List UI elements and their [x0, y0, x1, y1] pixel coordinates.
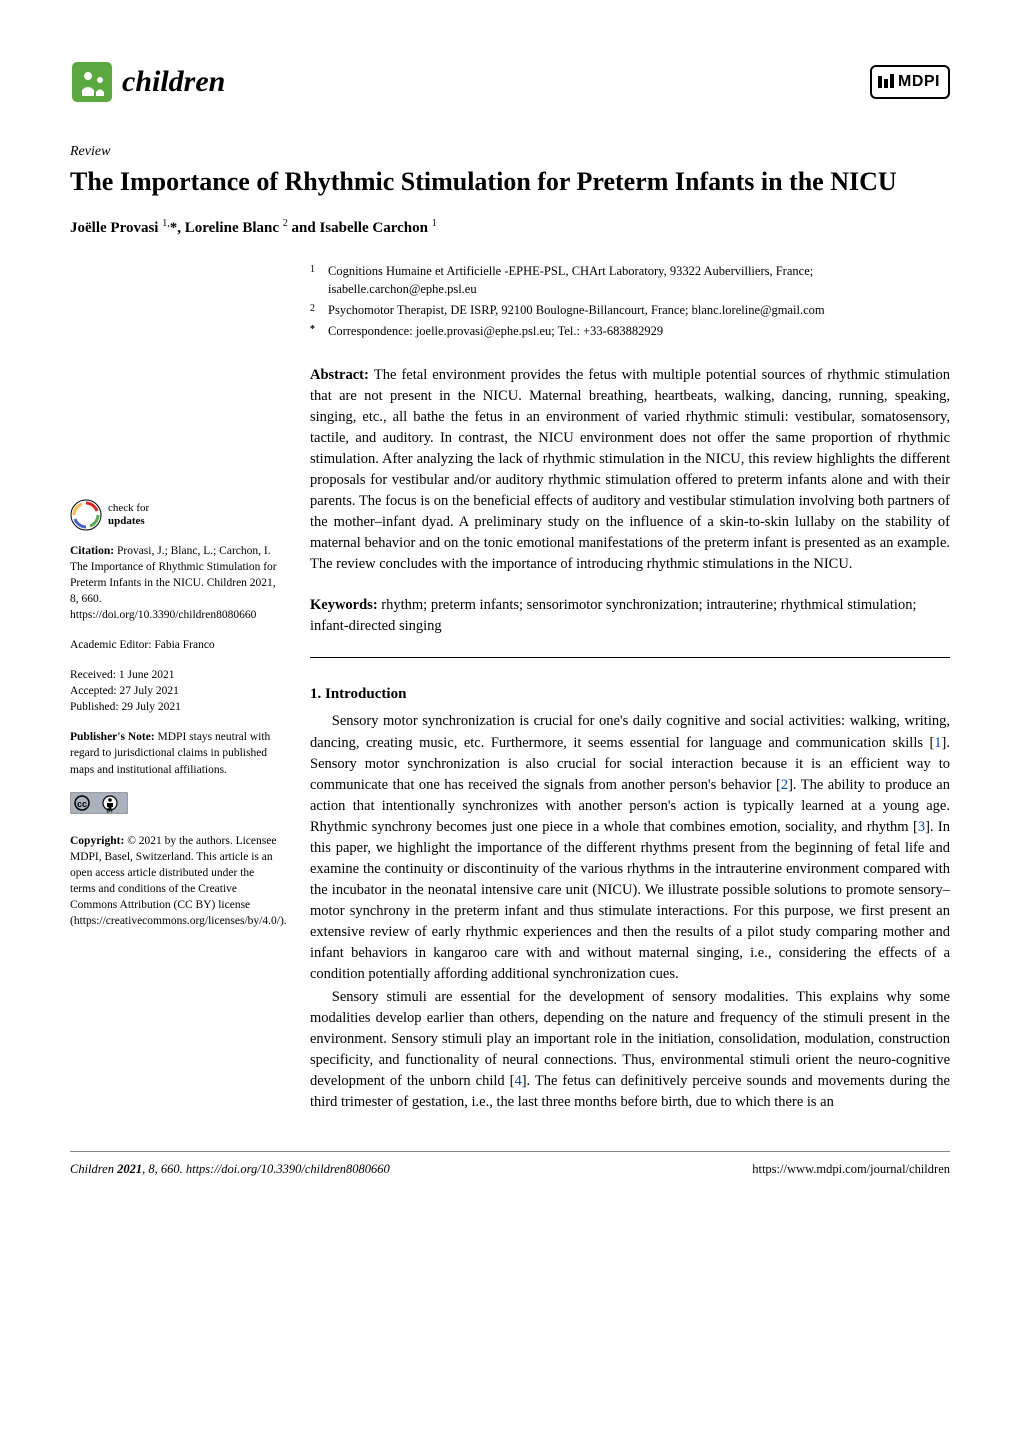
abstract: Abstract: The fetal environment provides… — [310, 365, 950, 575]
authors: Joëlle Provasi 1,*, Loreline Blanc 2 and… — [70, 217, 950, 240]
copyright-label: Copyright: — [70, 835, 124, 847]
dates-block: Received: 1 June 2021 Accepted: 27 July … — [70, 667, 280, 715]
cc-badge-block: cc BY — [70, 792, 280, 819]
check-updates-text: check for updates — [108, 502, 149, 526]
ref-link[interactable]: 3 — [918, 819, 925, 835]
editor-name: Fabia Franco — [154, 639, 214, 651]
affiliation-text: Cognitions Humaine et Artificielle -EPHE… — [328, 262, 950, 300]
editor-label: Academic Editor: — [70, 639, 151, 651]
page-header: children MDPI — [70, 60, 950, 104]
svg-text:BY: BY — [107, 808, 115, 814]
article-body: Abstract: The fetal environment provides… — [310, 365, 950, 1115]
affiliation-row: 2 Psychomotor Therapist, DE ISRP, 92100 … — [310, 301, 950, 320]
accepted-date: 27 July 2021 — [120, 685, 179, 697]
accepted-label: Accepted: — [70, 685, 117, 697]
affiliation-text: Correspondence: joelle.provasi@ephe.psl.… — [328, 322, 663, 341]
footer-citation: Children 2021, 8, 660. https://doi.org/1… — [70, 1160, 390, 1178]
affiliation-number: * — [310, 322, 320, 341]
journal-name: children — [122, 60, 225, 104]
publisher-note-block: Publisher's Note: MDPI stays neutral wit… — [70, 729, 280, 777]
keywords-label: Keywords: — [310, 597, 381, 613]
article-type: Review — [70, 142, 950, 162]
body-paragraph: Sensory motor synchronization is crucial… — [310, 711, 950, 984]
sidebar: check for updates Citation: Provasi, J.;… — [70, 365, 280, 1115]
copyright-block: Copyright: © 2021 by the authors. Licens… — [70, 833, 280, 930]
check-updates-line2: updates — [108, 515, 145, 527]
ref-link[interactable]: 4 — [514, 1073, 521, 1089]
mdpi-icon — [878, 74, 894, 90]
check-for-updates[interactable]: check for updates — [70, 499, 280, 531]
svg-text:cc: cc — [77, 799, 87, 809]
cc-by-icon: cc BY — [70, 792, 128, 814]
page-footer: Children 2021, 8, 660. https://doi.org/1… — [70, 1151, 950, 1178]
abstract-label: Abstract: — [310, 367, 374, 383]
affiliation-row: * Correspondence: joelle.provasi@ephe.ps… — [310, 322, 950, 341]
keywords: Keywords: rhythm; preterm infants; senso… — [310, 595, 950, 637]
main-content: check for updates Citation: Provasi, J.;… — [70, 365, 950, 1115]
received-date: 1 June 2021 — [119, 669, 175, 681]
pubnote-label: Publisher's Note: — [70, 731, 155, 743]
affiliation-row: 1 Cognitions Humaine et Artificielle -EP… — [310, 262, 950, 300]
affiliations: 1 Cognitions Humaine et Artificielle -EP… — [310, 262, 950, 341]
publisher-name: MDPI — [898, 70, 940, 93]
editor-block: Academic Editor: Fabia Franco — [70, 637, 280, 653]
section-heading: 1. Introduction — [310, 684, 950, 706]
publisher-logo: MDPI — [870, 65, 950, 98]
check-updates-line1: check for — [108, 502, 149, 514]
keywords-text: rhythm; preterm infants; sensorimotor sy… — [310, 597, 916, 634]
ref-link[interactable]: 2 — [781, 777, 788, 793]
affiliation-text: Psychomotor Therapist, DE ISRP, 92100 Bo… — [328, 301, 825, 320]
journal-logo: children — [70, 60, 225, 104]
affiliation-number: 2 — [310, 301, 320, 320]
citation-block: Citation: Provasi, J.; Blanc, L.; Carcho… — [70, 543, 280, 623]
citation-label: Citation: — [70, 545, 114, 557]
copyright-text: © 2021 by the authors. Licensee MDPI, Ba… — [70, 835, 287, 927]
published-label: Published: — [70, 701, 119, 713]
children-logo-icon — [70, 60, 114, 104]
ref-link[interactable]: 1 — [934, 735, 941, 751]
article-title: The Importance of Rhythmic Stimulation f… — [70, 166, 950, 199]
affiliation-number: 1 — [310, 262, 320, 300]
published-date: 29 July 2021 — [121, 701, 180, 713]
abstract-text: The fetal environment provides the fetus… — [310, 367, 950, 572]
body-paragraph: Sensory stimuli are essential for the de… — [310, 987, 950, 1113]
received-label: Received: — [70, 669, 116, 681]
divider — [310, 657, 950, 658]
check-updates-icon — [70, 499, 102, 531]
footer-url[interactable]: https://www.mdpi.com/journal/children — [752, 1160, 950, 1178]
